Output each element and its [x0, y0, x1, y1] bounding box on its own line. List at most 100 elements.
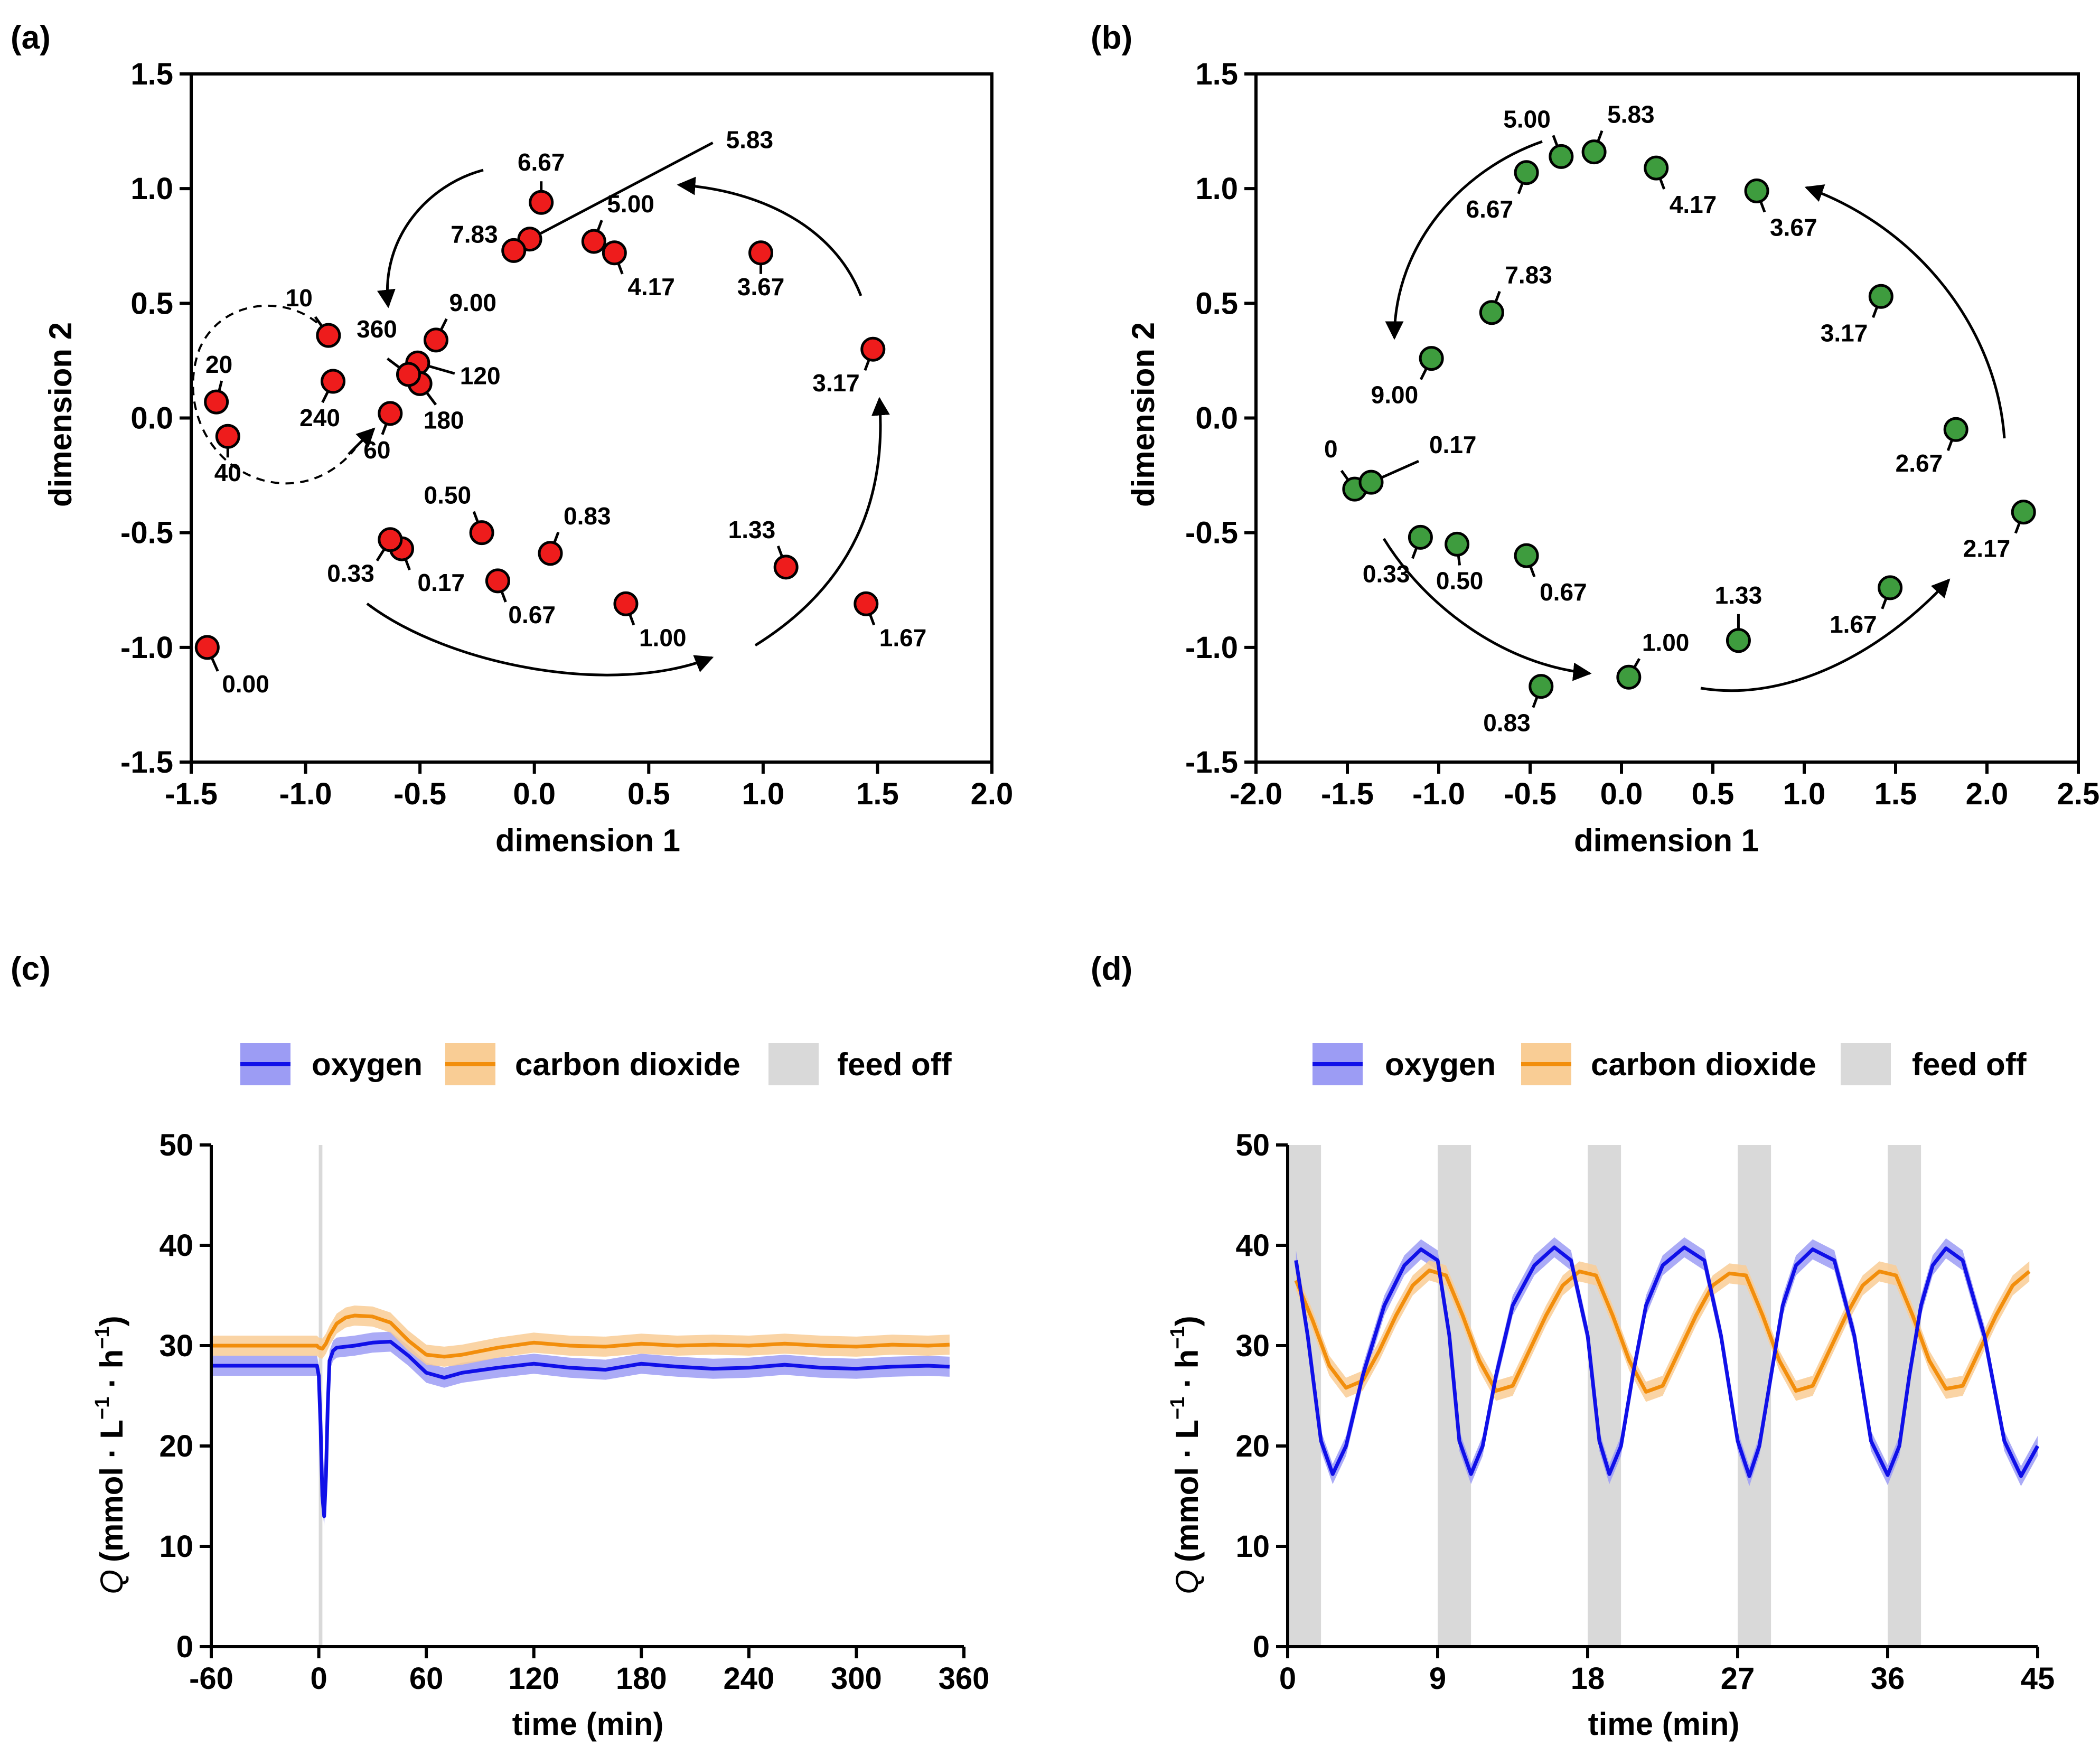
point-label: 2.67	[1896, 449, 1943, 477]
panel-d-ylabel-unit: (mmol · L	[1169, 1420, 1205, 1562]
scatter-point	[854, 591, 879, 616]
scatter-point	[773, 555, 799, 580]
point-label: 40	[214, 459, 241, 486]
panel-tag-d: (d)	[1091, 951, 1132, 987]
panel-d-line-chart: oxygen carbon dioxide feed off 0 9 18 27 36 4…	[1167, 1043, 2055, 1742]
point-label: 7.83	[451, 220, 498, 248]
scatter-point	[1726, 628, 1751, 653]
point-label: 0.67	[508, 601, 556, 628]
y-tick-label: -1.0	[120, 631, 173, 665]
x-tick-label: -1.0	[1412, 777, 1465, 811]
panel-b-xlabel: dimension 1	[1574, 823, 1759, 858]
panel-tag-b: (b)	[1091, 20, 1132, 56]
scatter-point	[316, 323, 341, 348]
point-label: 120	[460, 362, 501, 389]
y-tick-label: 40	[159, 1228, 193, 1263]
arrow-b-top-left	[1385, 140, 1543, 340]
panel-a-xlabel: dimension 1	[495, 823, 680, 858]
point-leader	[529, 142, 714, 240]
x-tick-label: 18	[1571, 1661, 1605, 1696]
y-tick-label: 20	[159, 1429, 193, 1463]
x-tick-label: 9	[1429, 1661, 1446, 1696]
y-tick-label: 0	[1253, 1630, 1270, 1664]
y-tick-label: -0.5	[1185, 516, 1238, 550]
panel-c-ylabel-unit: (mmol · L	[94, 1420, 129, 1562]
x-tick-label: 36	[1871, 1661, 1905, 1696]
panel-c-xlabel: time (min)	[512, 1706, 664, 1742]
scatter-point	[860, 336, 886, 362]
y-tick-label: 10	[1235, 1529, 1270, 1564]
x-tick-label: -1.5	[165, 777, 218, 811]
panel-b-scatter: -2.0 -1.5 -1.0 -0.5 0.0 0.5 1.0 1.5 2.0 2.5-1.5-1…	[1126, 57, 2099, 858]
point-label: 9.00	[449, 289, 496, 316]
x-tick-label: 45	[2021, 1661, 2055, 1696]
x-tick-label: 2.5	[2057, 777, 2100, 811]
point-label: 3.67	[737, 273, 785, 301]
x-tick-label: 0.0	[1600, 777, 1643, 811]
arrow-a-top-left	[377, 168, 484, 308]
scatter-point	[1479, 300, 1504, 325]
arrow-a-bottom	[366, 603, 714, 677]
y-tick-label: 0.5	[130, 286, 173, 321]
point-label: 1.00	[1642, 628, 1690, 656]
scatter-point	[396, 362, 421, 387]
panel-tag-c: (c)	[11, 951, 51, 987]
x-tick-label: 0.5	[1692, 777, 1735, 811]
point-label: 60	[363, 436, 390, 464]
arrow-b-bottom	[1700, 578, 1951, 692]
panel-a-points: 0.00 0.17 0.33 0.50 0.67 0.83 1.00 1.33 1.67 3.17…	[194, 126, 926, 698]
arrow-b-left-lower	[1382, 538, 1592, 681]
series-line-oxygen	[211, 1339, 950, 1518]
series-line-carbon-dioxide	[211, 1313, 950, 1359]
scatter-point	[378, 527, 403, 552]
y-tick-label: -0.5	[120, 516, 173, 550]
scatter-point	[613, 591, 639, 616]
panel-c-line-chart: oxygen carbon dioxide feed off -60 0 60 120…	[91, 1043, 989, 1742]
scatter-point	[1419, 346, 1444, 371]
feed-off-band	[1738, 1145, 1771, 1647]
scatter-point	[1358, 469, 1384, 495]
x-tick-label: 0	[310, 1661, 327, 1696]
y-tick-label: 30	[1235, 1329, 1270, 1363]
scatter-point	[215, 424, 240, 449]
legend-c-oxygen-label: oxygen	[312, 1047, 423, 1082]
series-line-carbon-dioxide	[1294, 1269, 2031, 1394]
scatter-point	[1644, 155, 1669, 181]
panel-c-ylabel: Q(mmol · L−1 · h−1)	[91, 1316, 129, 1594]
point-label: 0	[1324, 435, 1338, 463]
point-label: 4.17	[627, 273, 675, 301]
point-label: 0.33	[327, 560, 374, 587]
point-label: 0.33	[1363, 560, 1410, 587]
panel-d-plot-area	[1288, 1145, 2040, 1647]
point-label: 1.67	[1830, 611, 1877, 638]
legend-c-co2-label: carbon dioxide	[515, 1047, 740, 1082]
scatter-point	[1408, 524, 1433, 550]
x-tick-label: -60	[189, 1661, 233, 1696]
legend-d-feed-off-swatch	[1841, 1043, 1891, 1085]
panel-c-plot-area	[211, 1145, 950, 1647]
x-tick-label: 0.5	[627, 777, 670, 811]
point-label: 0.83	[564, 502, 611, 530]
panel-a-scatter: -1.5 -1.0 -0.5 0.0 0.5 1.0 1.5 2.0 -1.5 -1.0 -0.5 0…	[43, 57, 1013, 858]
scatter-point	[469, 520, 494, 546]
x-tick-label: 180	[616, 1661, 667, 1696]
point-label: 6.67	[518, 148, 565, 176]
panel-c-ylabel-q: Q	[94, 1570, 129, 1594]
y-tick-label: 1.0	[130, 172, 173, 206]
scatter-point	[1514, 160, 1539, 185]
point-label: 5.83	[726, 126, 774, 153]
x-tick-label: 120	[508, 1661, 559, 1696]
panel-d-ylabel-exp1: −1	[1167, 1397, 1189, 1420]
y-tick-label: 50	[159, 1128, 193, 1162]
panel-b-trajectory-arrows	[1382, 140, 2006, 692]
point-label: 0.83	[1483, 709, 1531, 737]
point-label: 0.17	[1429, 431, 1477, 458]
x-tick-label: -0.5	[1504, 777, 1557, 811]
y-tick-label: 30	[159, 1329, 193, 1363]
y-tick-label: 10	[159, 1529, 193, 1564]
scatter-point	[378, 401, 403, 426]
point-label: 180	[424, 406, 464, 434]
x-tick-label: -1.0	[279, 777, 332, 811]
